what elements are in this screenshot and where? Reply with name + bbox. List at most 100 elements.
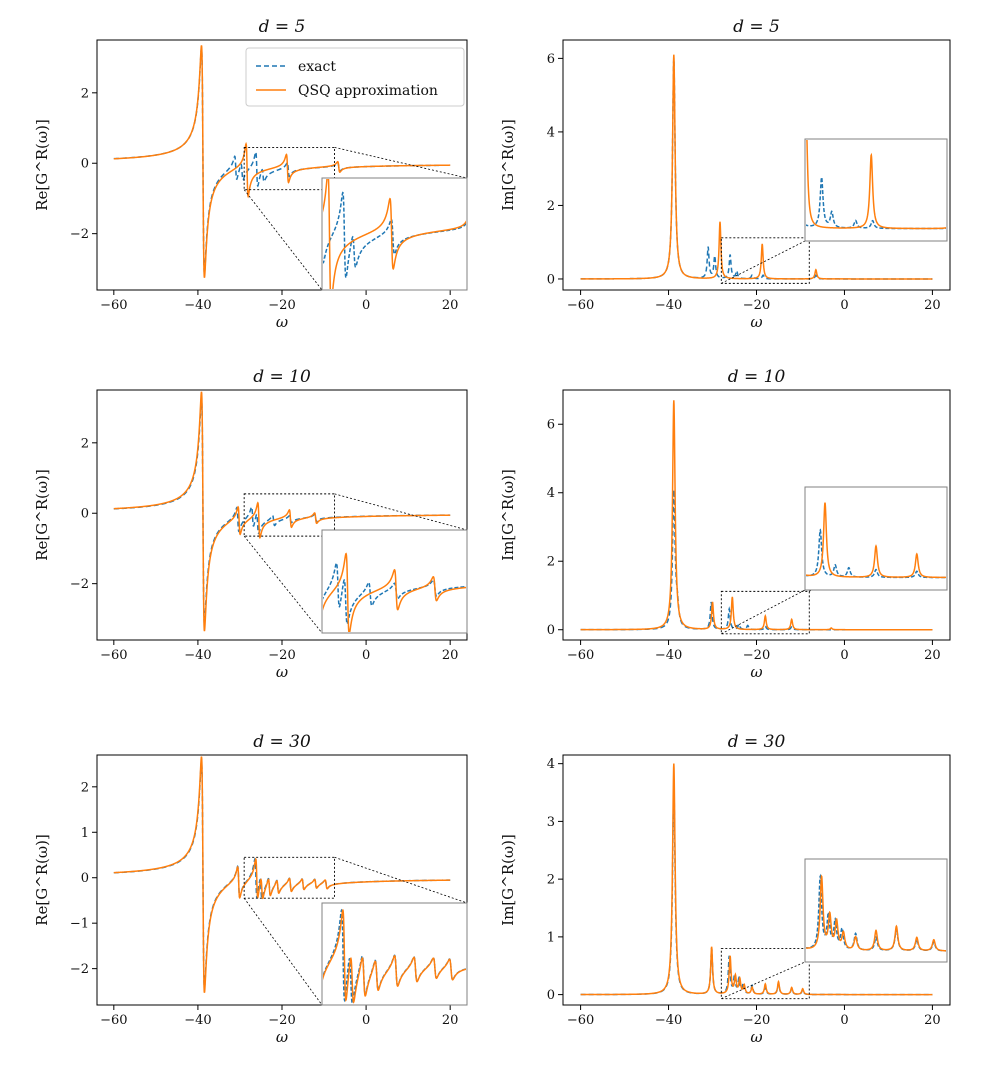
y-tick-label: 0 <box>547 988 555 1003</box>
inset-frame <box>321 177 468 291</box>
inset-frame <box>804 858 948 963</box>
y-tick-label: 1 <box>547 930 555 945</box>
chart-title: d = 5 <box>259 17 306 37</box>
legend: exact QSQ approximation <box>245 47 465 107</box>
legend-label-exact: exact <box>298 59 336 75</box>
y-tick-label: 2 <box>547 555 555 570</box>
inset <box>321 529 468 634</box>
plot-area <box>580 400 933 631</box>
x-tick-label: 20 <box>924 298 941 313</box>
y-tick-label: 2 <box>547 199 555 214</box>
x-tick-label: 0 <box>362 648 370 663</box>
y-tick-label: 4 <box>547 757 555 772</box>
series-qsq <box>580 54 933 280</box>
zoom-region <box>243 146 336 191</box>
plot-area <box>113 756 451 993</box>
y-tick-label: 6 <box>547 418 555 433</box>
inset-frame <box>804 138 948 242</box>
series-qsq <box>113 391 451 632</box>
inset-plot-area <box>323 552 466 632</box>
inset-plot-area <box>323 179 466 289</box>
y-tick-label: 1 <box>81 826 89 841</box>
y-axis-label: Re[G^R(ω)] <box>33 469 51 561</box>
x-tick-label: −40 <box>184 1013 211 1028</box>
x-tick-label: −20 <box>743 648 770 663</box>
y-tick-label: 0 <box>547 272 555 287</box>
y-tick-label: −2 <box>70 962 89 977</box>
legend-label-qsq: QSQ approximation <box>298 83 438 99</box>
zoom-connector <box>243 897 323 1006</box>
inset-series-exact <box>323 562 466 625</box>
y-tick-label: 2 <box>81 780 89 795</box>
y-axis-label: Im[G^R(ω)] <box>499 119 517 211</box>
plot-area <box>580 763 933 996</box>
zoom-connector <box>721 961 806 1000</box>
x-tick-label: −60 <box>100 298 127 313</box>
x-tick-label: −40 <box>655 298 682 313</box>
panel-im_d5: d = 5 −60 −40 −20 0 20 0 2 4 6 ω Im[G^R(ω)] <box>499 17 951 331</box>
inset-series-qsq <box>323 909 466 1004</box>
inset-plot-area <box>806 502 946 579</box>
x-axis-label: ω <box>276 313 288 331</box>
y-axis-label: Re[G^R(ω)] <box>33 119 51 211</box>
x-tick-label: −20 <box>268 298 295 313</box>
x-tick-label: −20 <box>743 1013 770 1028</box>
x-tick-label: 20 <box>924 1013 941 1028</box>
x-tick-label: −40 <box>184 298 211 313</box>
chart-title: d = 10 <box>728 367 786 387</box>
chart-title: d = 30 <box>728 732 786 752</box>
inset <box>804 138 948 242</box>
y-axis-label: Re[G^R(ω)] <box>33 834 51 926</box>
x-tick-label: 20 <box>924 648 941 663</box>
x-tick-label: −60 <box>567 298 594 313</box>
x-axis-label: ω <box>276 1028 288 1046</box>
inset-series-qsq <box>806 502 946 579</box>
panel-im_d10: d = 10 −60 −40 −20 0 20 0 2 4 6 ω Im[G^R(ω)] <box>499 367 951 681</box>
x-tick-label: −60 <box>567 1013 594 1028</box>
y-tick-label: 0 <box>547 623 555 638</box>
zoom-region <box>720 590 810 635</box>
y-tick-label: 2 <box>81 86 89 101</box>
inset-series-qsq <box>323 552 466 632</box>
y-tick-label: 2 <box>547 873 555 888</box>
panel-im_d30: d = 30 −60 −40 −20 0 20 0 1 2 3 4 ω Im[G^R(ω)] <box>499 732 951 1046</box>
inset-plot-area <box>323 908 466 1004</box>
x-tick-label: 0 <box>840 1013 848 1028</box>
inset <box>321 902 468 1006</box>
x-tick-label: 0 <box>840 298 848 313</box>
zoom-region <box>243 856 336 899</box>
x-tick-label: −40 <box>655 1013 682 1028</box>
zoom-region <box>720 947 810 1000</box>
x-tick-label: −60 <box>100 648 127 663</box>
inset-series-qsq <box>806 140 946 230</box>
x-tick-label: −60 <box>567 648 594 663</box>
y-axis-label: Im[G^R(ω)] <box>499 834 517 926</box>
plot-area <box>580 54 933 280</box>
x-tick-label: 20 <box>442 298 459 313</box>
series-qsq <box>580 400 933 631</box>
x-tick-label: −20 <box>268 1013 295 1028</box>
inset-plot-area <box>806 873 946 952</box>
y-tick-label: −2 <box>70 227 89 242</box>
plot-area <box>113 45 451 278</box>
x-tick-label: −20 <box>268 648 295 663</box>
zoom-connector <box>334 493 468 531</box>
x-tick-label: 20 <box>442 648 459 663</box>
x-tick-label: −40 <box>184 648 211 663</box>
chart-title: d = 30 <box>253 732 311 752</box>
inset <box>321 177 468 291</box>
x-tick-label: −60 <box>100 1013 127 1028</box>
zoom-region <box>720 237 810 284</box>
y-tick-label: 0 <box>81 157 89 172</box>
series-qsq <box>113 45 451 278</box>
y-tick-label: 0 <box>81 871 89 886</box>
y-tick-label: −2 <box>70 577 89 592</box>
y-tick-label: 3 <box>547 815 555 830</box>
chart-title: d = 10 <box>253 367 311 387</box>
x-tick-label: −20 <box>743 298 770 313</box>
plot-area <box>113 391 451 632</box>
y-tick-label: 0 <box>81 507 89 522</box>
x-tick-label: 0 <box>362 1013 370 1028</box>
inset-series-exact <box>806 528 946 579</box>
